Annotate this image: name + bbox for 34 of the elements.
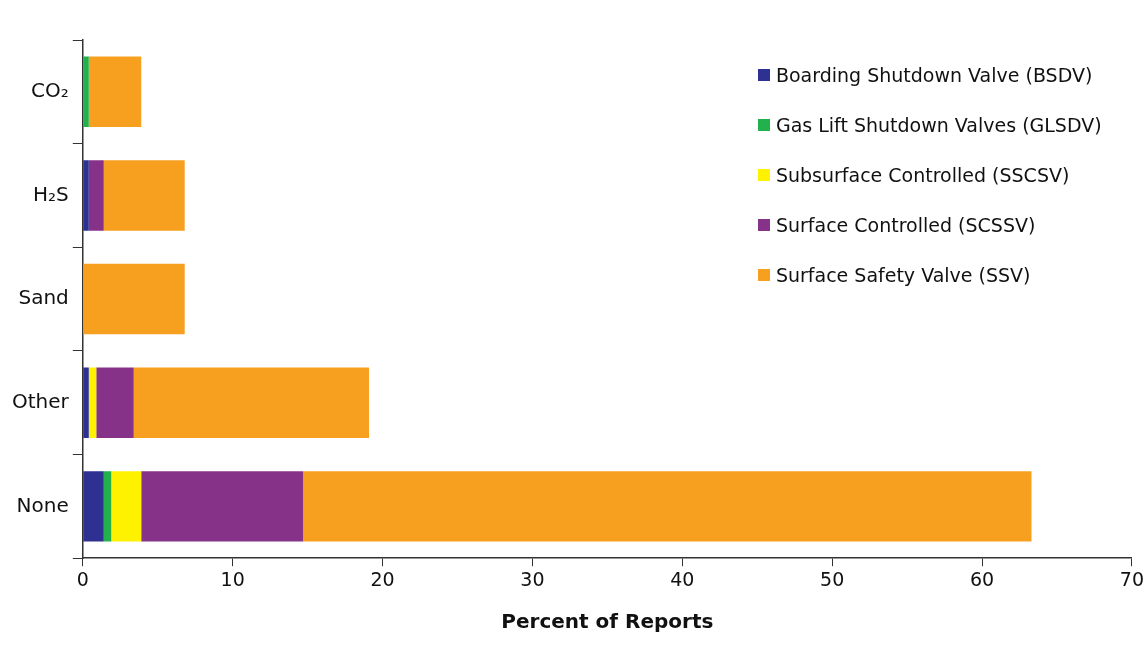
legend-label: Subsurface Controlled (SSCSV) bbox=[775, 164, 1070, 186]
bar bbox=[141, 471, 304, 542]
bar bbox=[96, 367, 134, 438]
y-tick-label: Other bbox=[11, 388, 70, 413]
x-tick-label: 50 bbox=[820, 567, 845, 590]
bar bbox=[83, 471, 104, 542]
y-tick-label: CO₂ bbox=[31, 78, 69, 103]
bar bbox=[103, 160, 185, 231]
x-tick-label: 60 bbox=[969, 567, 995, 590]
legend-label: Surface Safety Valve (SSV) bbox=[775, 264, 1031, 286]
legend-label: Boarding Shutdown Valve (BSDV) bbox=[775, 64, 1093, 86]
x-tick-label: 70 bbox=[1119, 567, 1145, 590]
bar bbox=[83, 56, 89, 128]
legend-label: Surface Controlled (SCSSV) bbox=[775, 214, 1036, 236]
bar bbox=[103, 471, 112, 542]
bar bbox=[83, 367, 89, 438]
x-axis-title: Percent of Reports bbox=[501, 609, 714, 634]
bar bbox=[83, 160, 89, 231]
bar bbox=[88, 367, 97, 438]
y-tick-label: Sand bbox=[18, 285, 69, 310]
y-tick-label: H₂S bbox=[33, 181, 69, 206]
x-tick-label: 40 bbox=[670, 567, 695, 590]
legend-label: Gas Lift Shutdown Valves (GLSDV) bbox=[775, 114, 1102, 136]
bar bbox=[133, 367, 370, 438]
y-tick-label: None bbox=[16, 492, 69, 517]
bar bbox=[88, 56, 142, 128]
x-tick-label: 0 bbox=[76, 567, 89, 590]
x-tick-label: 10 bbox=[220, 567, 245, 590]
x-tick-label: 30 bbox=[520, 567, 545, 590]
bar bbox=[88, 160, 104, 231]
x-tick-label: 20 bbox=[370, 567, 395, 590]
bar bbox=[111, 471, 142, 542]
bar bbox=[303, 471, 1032, 542]
bar bbox=[83, 263, 185, 335]
